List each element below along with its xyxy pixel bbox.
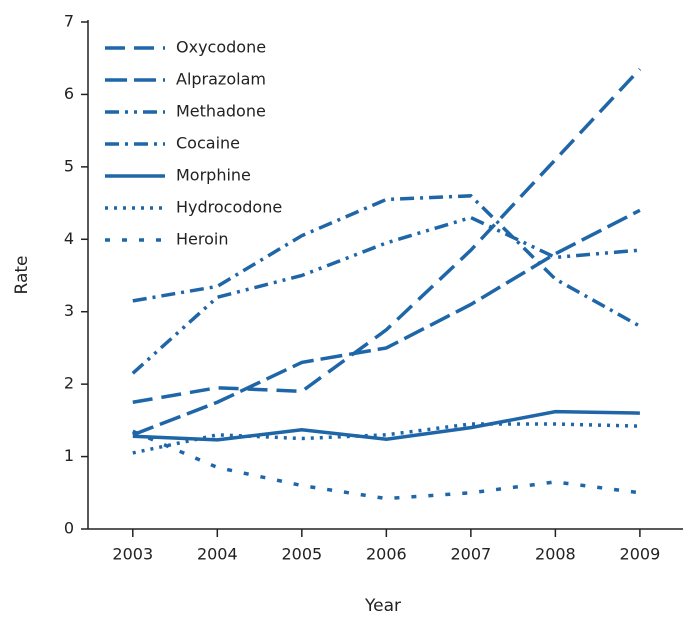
legend-label: Oxycodone (176, 38, 266, 57)
series-line (132, 409, 640, 442)
x-tick-label: 2007 (451, 545, 492, 564)
series-line (132, 422, 640, 455)
legend-label: Heroin (176, 230, 228, 249)
y-tick-label: 5 (64, 156, 74, 175)
x-tick-label: 2004 (197, 545, 238, 564)
y-tick-label: 4 (64, 229, 74, 248)
legend-label: Alprazolam (176, 70, 266, 89)
y-axis-label: Rate (12, 256, 32, 295)
x-axis-label: Year (364, 596, 401, 616)
legend-label: Methadone (176, 102, 266, 121)
legend-label: Cocaine (176, 134, 240, 153)
series-line (132, 208, 641, 437)
series-line (132, 67, 642, 404)
y-tick-label: 7 (64, 12, 74, 31)
x-tick-label: 2008 (535, 545, 576, 564)
y-tick-label: 2 (64, 374, 74, 393)
x-tick-label: 2005 (281, 545, 322, 564)
y-tick-label: 0 (64, 519, 74, 538)
x-tick-label: 2003 (112, 545, 153, 564)
series-line (132, 429, 641, 501)
y-tick-label: 6 (64, 84, 74, 103)
y-tick-label: 1 (64, 446, 74, 465)
legend-label: Hydrocodone (176, 198, 282, 217)
x-tick-label: 2009 (620, 545, 661, 564)
legend-label: Morphine (176, 166, 251, 185)
x-tick-label: 2006 (366, 545, 407, 564)
y-tick-label: 3 (64, 301, 74, 320)
